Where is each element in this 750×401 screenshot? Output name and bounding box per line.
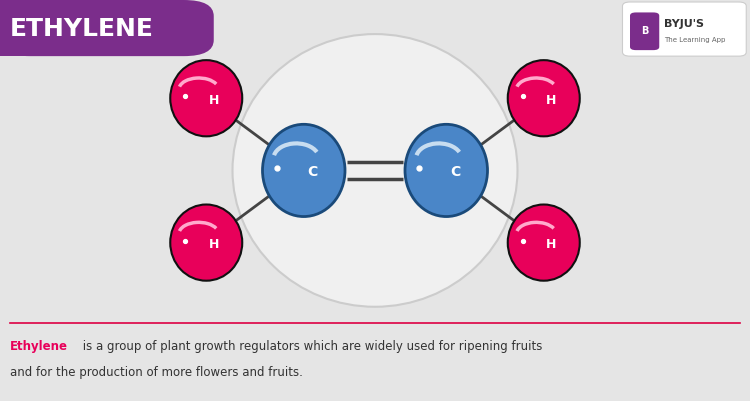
FancyBboxPatch shape [630, 12, 659, 50]
Ellipse shape [170, 60, 242, 136]
Text: Ethylene: Ethylene [10, 340, 68, 353]
Text: BYJU'S: BYJU'S [664, 19, 704, 29]
Ellipse shape [232, 34, 518, 307]
Text: is a group of plant growth regulators which are widely used for ripening fruits: is a group of plant growth regulators wh… [79, 340, 542, 353]
FancyBboxPatch shape [0, 0, 90, 56]
Text: H: H [546, 238, 556, 251]
Ellipse shape [405, 124, 488, 217]
Text: C: C [308, 166, 318, 179]
Text: The Learning App: The Learning App [664, 37, 725, 43]
Text: H: H [546, 94, 556, 107]
Text: C: C [450, 166, 460, 179]
Text: B: B [641, 26, 648, 36]
FancyBboxPatch shape [622, 2, 746, 56]
Text: H: H [209, 94, 219, 107]
Ellipse shape [508, 60, 580, 136]
Text: ETHYLENE: ETHYLENE [10, 17, 154, 41]
Ellipse shape [170, 205, 242, 281]
Text: and for the production of more flowers and fruits.: and for the production of more flowers a… [10, 366, 302, 379]
Ellipse shape [262, 124, 345, 217]
Text: H: H [209, 238, 219, 251]
Ellipse shape [508, 205, 580, 281]
FancyBboxPatch shape [0, 0, 214, 56]
